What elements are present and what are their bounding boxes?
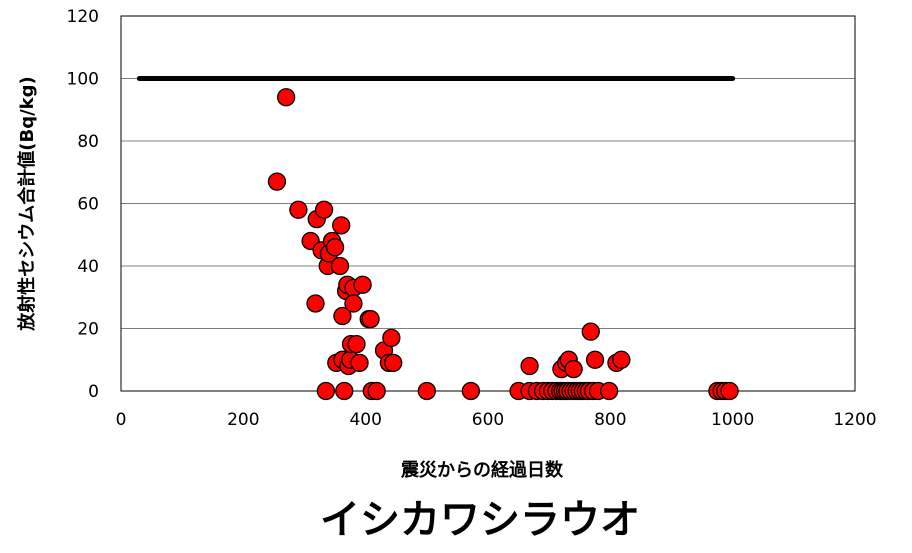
x-tick-label: 400 <box>349 410 381 430</box>
y-axis-title: 放射性セシウム合計値(Bq/kg) <box>16 76 38 332</box>
x-tick-label: 800 <box>594 410 626 430</box>
data-point <box>314 200 334 219</box>
y-tick-label: 20 <box>77 320 99 340</box>
data-point <box>332 216 351 235</box>
x-axis-title: 震災からの経過日数 <box>401 459 564 481</box>
data-point <box>382 328 401 348</box>
data-point <box>330 256 350 276</box>
y-tick-label: 100 <box>67 70 99 90</box>
data-point <box>344 294 363 313</box>
data-point <box>267 172 287 191</box>
data-point <box>289 200 308 219</box>
data-point <box>353 275 372 294</box>
data-point <box>350 353 369 373</box>
x-tick-label: 600 <box>472 410 504 430</box>
y-tick-label: 60 <box>77 195 99 215</box>
data-point <box>564 359 583 379</box>
y-tick-label: 120 <box>67 7 99 27</box>
y-tick-label: 80 <box>77 132 99 152</box>
gridlines <box>121 78 855 329</box>
data-point <box>276 88 296 107</box>
plot-area-frame <box>120 15 856 392</box>
x-tick-label: 0 <box>116 410 127 430</box>
data-point <box>520 356 539 376</box>
x-tick-label: 1200 <box>833 410 876 430</box>
x-tick-label: 200 <box>227 410 259 430</box>
y-tick-label: 40 <box>77 257 99 277</box>
y-tick-labels: 0 20 40 60 80 100 120 <box>67 7 99 402</box>
data-point <box>335 381 354 401</box>
data-point <box>361 309 380 329</box>
data-point <box>417 381 436 401</box>
data-point <box>367 381 386 401</box>
data-point <box>325 238 345 257</box>
data-point <box>306 294 325 313</box>
data-point <box>720 381 739 401</box>
y-tick-label: 0 <box>88 382 99 402</box>
data-point <box>612 350 631 369</box>
data-point <box>347 334 366 354</box>
data-point <box>599 381 619 401</box>
data-point <box>461 381 481 401</box>
chart-title: イシカワシラウオ <box>320 497 640 543</box>
data-point <box>384 353 403 373</box>
data-points <box>267 88 739 401</box>
data-point <box>581 322 600 341</box>
data-point <box>333 306 352 326</box>
data-point <box>316 381 336 401</box>
x-tick-labels: 0 200 400 600 800 1000 1200 <box>116 410 877 430</box>
x-tick-label: 1000 <box>711 410 754 430</box>
data-point <box>585 350 605 369</box>
